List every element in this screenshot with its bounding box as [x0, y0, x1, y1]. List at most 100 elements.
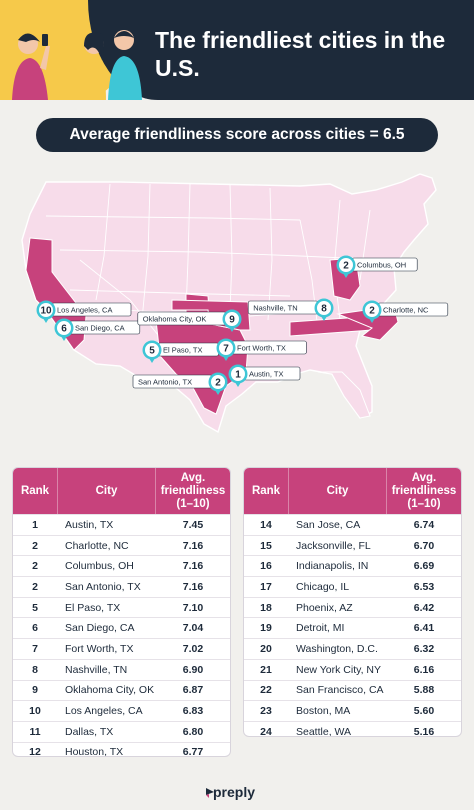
header-banner: The friendliest cities in the U.S. — [0, 0, 474, 100]
city-cell: Washington, D.C. — [296, 642, 378, 655]
rank-cell: 11 — [29, 725, 41, 738]
score-cell: 7.16 — [182, 580, 204, 593]
pin-label: San Diego, CA — [75, 324, 125, 333]
city-cell: Houston, TX — [65, 746, 124, 757]
score-cell: 5.88 — [413, 684, 435, 697]
table-row: 15 Jacksonville, FL 6.70 — [244, 534, 461, 556]
pin-label: Austin, TX — [249, 370, 283, 379]
rank-cell: 22 — [260, 684, 272, 697]
pin-label: Columbus, OH — [357, 261, 406, 270]
pin-rank: 2 — [343, 261, 349, 272]
score-cell: 7.10 — [182, 601, 204, 614]
rank-cell: 15 — [260, 539, 272, 552]
rank-cell: 23 — [260, 705, 272, 718]
footer — [0, 775, 474, 810]
city-cell: Charlotte, NC — [65, 539, 129, 552]
score-cell: 7.16 — [182, 539, 204, 552]
rank-cell: 20 — [260, 642, 272, 655]
table-row: 14 San Jose, CA 6.74 — [244, 514, 461, 535]
florida-peninsula — [317, 371, 371, 419]
rank-cell: 6 — [32, 622, 38, 635]
map-pin: Nashville, TN 8 — [247, 298, 334, 321]
score-cell: 6.70 — [413, 539, 435, 552]
pin-rank: 10 — [40, 306, 52, 317]
map-pin: Oklahoma City, OK 9 — [137, 309, 242, 332]
score-cell: 5.60 — [413, 705, 435, 718]
city-cell: Los Angeles, CA — [65, 705, 143, 718]
city-cell: El Paso, TX — [65, 601, 121, 614]
average-score-banner: Average friendliness score across cities… — [36, 118, 438, 152]
table-row: 19 Detroit, MI 6.41 — [244, 617, 461, 638]
map-pin: San Antonio, TX 2 — [132, 372, 228, 395]
rank-cell: 5 — [32, 601, 38, 614]
table-body-right: 14 San Jose, CA 6.74 15 Jacksonville, FL 6.70… — [244, 514, 461, 737]
map-pin: Charlotte, NC 2 — [362, 300, 449, 323]
pin-rank: 1 — [235, 370, 241, 381]
map-pin: San Diego, CA 6 — [54, 318, 141, 341]
city-cell: San Jose, CA — [296, 518, 361, 531]
map-pin: Columbus, OH 2 — [336, 255, 418, 278]
table-body-left: 1 Austin, TX 7.45 2 Charlotte, NC 7.16 2 Columb… — [13, 514, 230, 757]
table-header-right: Rank City Avg. friendliness (1–10) — [244, 468, 461, 514]
pin-rank: 8 — [321, 304, 327, 315]
pin-label: San Antonio, TX — [138, 378, 192, 387]
rank-cell: 7 — [32, 642, 38, 655]
map-pin: Fort Worth, TX 7 — [216, 338, 307, 361]
pin-core — [231, 367, 245, 381]
score-cell: 6.42 — [413, 601, 435, 614]
table-row: 22 San Francisco, CA 5.88 — [244, 679, 461, 701]
score-cell: 6.74 — [413, 518, 435, 531]
city-cell: San Diego, CA — [65, 622, 135, 635]
score-cell: 6.77 — [182, 746, 204, 757]
score-cell: 7.16 — [182, 560, 204, 573]
table-row: 11 Dallas, TX 6.80 — [13, 720, 230, 742]
score-cell: 6.83 — [182, 705, 204, 718]
score-cell: 6.90 — [182, 663, 204, 676]
pin-core — [365, 303, 379, 317]
score-header: Avg. friendliness (1–10) — [391, 471, 457, 510]
ranking-table-right: Rank City Avg. friendliness (1–10) 14 San… — [243, 467, 462, 737]
rank-header: Rank — [251, 485, 281, 497]
header-dark-shape — [88, 0, 474, 100]
table-row: 2 Columbus, OH 7.16 — [13, 555, 230, 576]
rank-cell: 24 — [260, 725, 272, 737]
rank-cell: 9 — [32, 684, 38, 697]
pin-label: Fort Worth, TX — [237, 344, 286, 353]
score-cell: 7.04 — [182, 622, 204, 635]
city-cell: San Antonio, TX — [65, 580, 141, 593]
score-cell: 6.87 — [182, 684, 204, 697]
score-cell: 5.16 — [413, 725, 435, 737]
pin-core — [57, 321, 71, 335]
score-cell: 6.80 — [182, 725, 204, 738]
pin-rank: 2 — [369, 306, 375, 317]
table-row: 2 Charlotte, NC 7.16 — [13, 534, 230, 556]
pin-label: Charlotte, NC — [383, 306, 429, 315]
pin-core — [219, 341, 233, 355]
rank-cell: 12 — [29, 746, 41, 757]
city-cell: New York City, NY — [296, 663, 381, 676]
pin-rank: 2 — [215, 378, 221, 389]
score-cell: 7.02 — [182, 642, 204, 655]
rank-cell: 18 — [260, 601, 272, 614]
city-cell: Nashville, TN — [65, 663, 128, 676]
table-row: 16 Indianapolis, IN 6.69 — [244, 555, 461, 576]
pin-label: Oklahoma City, OK — [143, 315, 207, 324]
city-cell: Detroit, MI — [296, 622, 345, 635]
rank-cell: 17 — [260, 580, 272, 593]
pin-core — [339, 258, 353, 272]
preply-logo-icon — [206, 788, 214, 798]
rank-cell: 21 — [260, 663, 272, 676]
map-pin: El Paso, TX 5 — [142, 340, 219, 363]
rank-cell: 1 — [32, 518, 38, 531]
map-pin: Los Angeles, CA 10 — [36, 300, 132, 323]
rank-cell: 2 — [32, 560, 38, 573]
table-row: 10 Los Angeles, CA 6.83 — [13, 700, 230, 721]
city-cell: Seattle, WA — [296, 725, 352, 737]
rank-header: Rank — [20, 485, 50, 497]
rank-cell: 8 — [32, 663, 38, 676]
table-row: 23 Boston, MA 5.60 — [244, 700, 461, 721]
pin-core — [317, 301, 331, 315]
pin-label: Nashville, TN — [253, 304, 297, 313]
table-row: 1 Austin, TX 7.45 — [13, 514, 230, 535]
brand-name: preply — [213, 784, 256, 800]
